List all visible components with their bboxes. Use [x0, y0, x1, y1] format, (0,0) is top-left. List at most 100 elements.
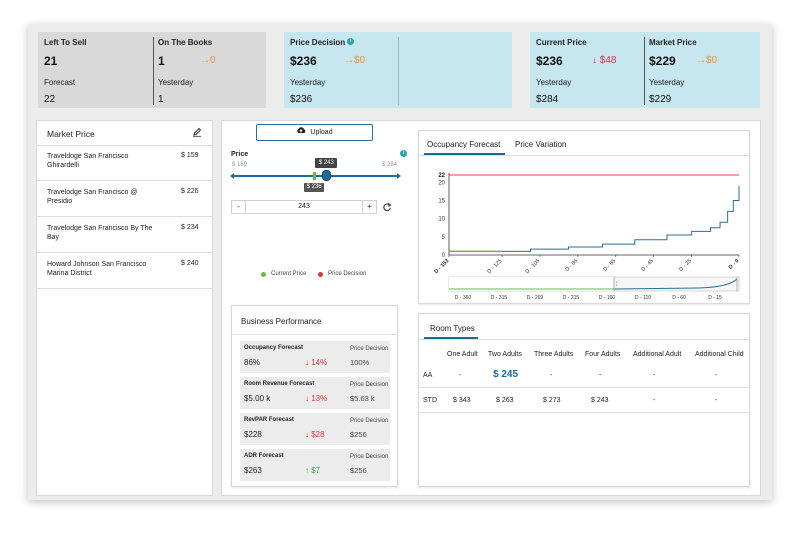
- hotel-price: $ 226: [181, 188, 199, 195]
- slider-arrow-left-icon: [230, 173, 234, 179]
- table-cell: $ 273: [543, 397, 561, 404]
- market-price-label: Market Price: [649, 38, 697, 47]
- overview-tick-label: D - 269: [527, 295, 544, 301]
- x-tick-label: D - 25: [678, 258, 693, 273]
- tab-price-variation[interactable]: Price Variation: [515, 140, 567, 149]
- business-performance-panel: Business Performance Occupancy Forecast …: [231, 305, 398, 487]
- column-header: Two Adults: [488, 351, 522, 358]
- dashboard-frame: Left To Sell 21 Forecast 22 On The Books…: [28, 24, 772, 500]
- overview-tick-label: D - 360: [455, 295, 472, 301]
- kpi-divider: [398, 37, 399, 105]
- info-icon[interactable]: i: [347, 38, 354, 45]
- table-cell: -: [550, 372, 553, 379]
- revpar-forecast-card: RevPAR Forecast $228 ↓ $28 Price Decisio…: [240, 413, 390, 445]
- y-tick-label: 22: [438, 173, 445, 179]
- list-item[interactable]: Travelodge San Francisco @ Presidio $ 22…: [37, 182, 212, 217]
- room-revenue-forecast-card: Room Revenue Forecast $5.00 k ↓ 13% Pric…: [240, 377, 390, 409]
- list-item[interactable]: Traveldoge San Francisco Ghirardelli $ 1…: [37, 146, 212, 181]
- table-cell: $ 343: [453, 397, 471, 404]
- slider-arrow-right-icon: [397, 173, 401, 179]
- y-tick-label: 10: [438, 217, 445, 223]
- decision-price-bubble: $ 243: [315, 158, 338, 168]
- x-tick-label: D - 65: [602, 258, 617, 273]
- price-decision-legend-label: Price Decision: [328, 271, 367, 277]
- slider-max-label: $ 284: [382, 162, 398, 168]
- overview-tick-label: D - 315: [491, 295, 508, 301]
- info-icon[interactable]: i: [400, 150, 407, 157]
- overview-tick-label: D - 15: [708, 295, 722, 301]
- list-item[interactable]: Travelodge San Francisco By The Bay $ 23…: [37, 218, 212, 253]
- upload-label: Upload: [310, 129, 333, 136]
- on-the-books-yesterday-value: 1: [158, 94, 164, 105]
- card-title: RevPAR Forecast: [244, 417, 294, 423]
- overview-tick-label: D - 215: [563, 295, 580, 301]
- list-item[interactable]: Howard Johnson San Francisco Marina Dist…: [37, 254, 212, 289]
- hotel-name: Travelodge San Francisco By The Bay: [47, 225, 153, 241]
- table-cell: $ 243: [591, 397, 609, 404]
- overview-tick-label: D - 60: [672, 295, 686, 301]
- tab-occupancy-forecast[interactable]: Occupancy Forecast: [427, 140, 501, 149]
- price-slider-thumb[interactable]: [322, 170, 332, 181]
- active-tab-indicator: [424, 153, 505, 155]
- price-decision-delta: →$0: [344, 55, 366, 66]
- decrement-button[interactable]: -: [232, 201, 246, 213]
- hotel-price: $ 240: [181, 260, 199, 267]
- room-types-panel: Room Types One Adult Two Adults Three Ad…: [418, 313, 750, 487]
- card-price-decision-label: Price Decision: [350, 382, 389, 388]
- current-price-yesterday-value: $284: [536, 94, 559, 105]
- column-header: One Adult: [447, 351, 478, 358]
- y-tick-label: 20: [438, 180, 445, 186]
- x-tick-label: D - 0: [728, 258, 741, 271]
- current-price-bubble: $ 236: [304, 183, 325, 192]
- reset-icon[interactable]: [382, 202, 392, 212]
- room-code: AA: [423, 372, 433, 379]
- on-the-books-value: 1: [158, 54, 165, 68]
- adr-forecast-card: ADR Forecast $263 ↑ $7 Price Decision $2…: [240, 449, 390, 481]
- x-tick-label: D - 45: [640, 258, 655, 273]
- card-delta: ↓ $28: [305, 430, 325, 439]
- divider: [419, 339, 749, 340]
- overview-unselected: [449, 277, 614, 291]
- hotel-price: $ 234: [181, 224, 199, 231]
- card-title: ADR Forecast: [244, 453, 284, 459]
- overview-tick-label: D - 110: [635, 295, 651, 301]
- market-price-yesterday-label: Yesterday: [649, 78, 685, 87]
- price-decision-value: $236: [290, 54, 317, 68]
- kpi-divider: [644, 37, 645, 105]
- hotel-price: $ 159: [181, 152, 199, 159]
- overview-tick-label: D - 160: [599, 295, 616, 301]
- active-tab-indicator: [424, 337, 478, 339]
- column-header: Three Adults: [534, 351, 574, 358]
- market-price-value: $229: [649, 54, 676, 68]
- card-delta: ↑ $7: [305, 466, 321, 475]
- kpi-tile-inventory: Left To Sell 21 Forecast 22 On The Books…: [38, 32, 266, 108]
- upload-button[interactable]: Upload: [256, 124, 373, 141]
- kpi-tile-prices: Current Price $236 ↓ $48 Yesterday $284 …: [530, 32, 760, 108]
- card-delta: ↓ 14%: [305, 358, 328, 367]
- card-value: $5.00 k: [244, 394, 271, 403]
- price-input[interactable]: 243: [298, 203, 310, 210]
- divider: [232, 334, 397, 335]
- increment-button[interactable]: +: [362, 201, 376, 213]
- table-cell-highlight[interactable]: $ 245: [493, 369, 519, 380]
- overview-line-blue: [613, 278, 738, 290]
- left-to-sell-value: 21: [44, 54, 58, 68]
- price-decision-legend-dot: [318, 272, 323, 277]
- card-price-decision-label: Price Decision: [350, 418, 389, 424]
- on-the-books-label: On The Books: [158, 38, 213, 47]
- business-performance-title: Business Performance: [241, 317, 322, 326]
- x-tick-label: D - 125: [486, 258, 503, 275]
- y-tick-label: 0: [442, 253, 446, 259]
- current-price-marker: [313, 172, 317, 180]
- card-price-decision-value: 100%: [350, 358, 370, 367]
- tab-room-types[interactable]: Room Types: [430, 324, 475, 333]
- price-decision-yesterday-label: Yesterday: [290, 78, 326, 87]
- column-header: Four Adults: [585, 351, 621, 358]
- edit-pencil-icon[interactable]: [192, 127, 202, 137]
- forecast-value: 22: [44, 94, 56, 105]
- on-the-books-yesterday-label: Yesterday: [158, 78, 194, 87]
- hotel-name: Travelodge San Francisco @ Presidio: [47, 189, 138, 205]
- card-delta: ↓ 13%: [305, 394, 328, 403]
- card-title: Occupancy Forecast: [244, 345, 304, 351]
